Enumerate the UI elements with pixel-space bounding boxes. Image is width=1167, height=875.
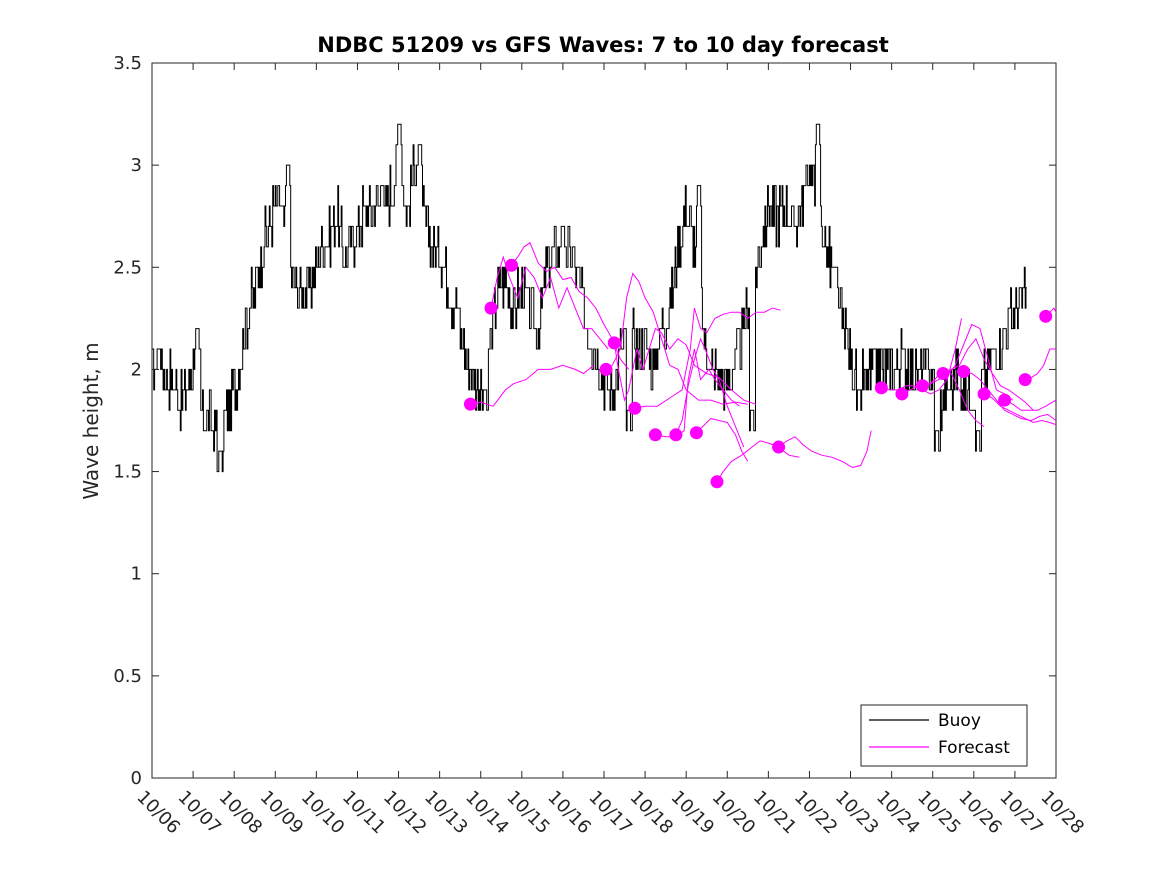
forecast-marker: [895, 387, 909, 401]
y-tick-label: 2.5: [113, 257, 142, 278]
y-axis-label: Wave height, m: [79, 342, 103, 499]
forecast-series-line: [983, 393, 1057, 426]
forecast-series-line: [511, 242, 630, 370]
forecast-series-line: [696, 417, 749, 462]
forecast-series-line: [716, 440, 800, 483]
y-tick-label: 3.5: [113, 53, 142, 74]
y-axis: 0 0.5 1 1.5 2 2.5 3 3.5: [113, 53, 1056, 789]
y-tick-label: 0.5: [113, 666, 142, 687]
forecast-series-line: [942, 337, 1034, 411]
legend-forecast-label: Forecast: [938, 738, 1010, 758]
forecast-series-line: [634, 307, 781, 409]
forecast-marker: [915, 379, 929, 393]
forecast-marker: [628, 401, 642, 415]
forecast-series-line: [675, 337, 745, 448]
forecast-marker: [772, 440, 786, 454]
forecast-marker: [607, 336, 621, 350]
legend: Buoy Forecast: [860, 704, 1028, 767]
forecast-series-line: [605, 272, 748, 405]
forecast-marker: [1039, 309, 1053, 323]
y-tick-label: 1.5: [113, 462, 142, 483]
plot-area: [151, 62, 1057, 779]
forecast-marker: [599, 362, 613, 376]
forecast-marker: [689, 426, 703, 440]
forecast-marker: [648, 428, 662, 442]
forecast-marker: [936, 367, 950, 381]
forecast-series-line: [963, 371, 1057, 422]
forecast-marker: [998, 393, 1012, 407]
forecast-marker: [463, 397, 477, 411]
y-tick-label: 1: [131, 564, 142, 585]
forecast-marker: [505, 258, 519, 272]
forecast-marker: [710, 475, 724, 489]
forecast-series-line: [470, 364, 595, 407]
y-tick-label: 0: [131, 768, 142, 789]
forecast-series-line: [1004, 399, 1057, 411]
forecast-series-line: [922, 323, 1014, 401]
y-tick-label: 3: [131, 155, 142, 176]
forecast-marker: [977, 387, 991, 401]
forecast-marker: [484, 301, 498, 315]
forecast-marker: [874, 381, 888, 395]
legend-buoy-label: Buoy: [938, 711, 981, 731]
legend-box: [860, 704, 1028, 767]
forecast-series-line: [613, 327, 757, 405]
chart-title: NDBC 51209 vs GFS Waves: 7 to 10 day for…: [317, 33, 888, 57]
y-tick-label: 2: [131, 359, 142, 380]
forecast-marker: [669, 428, 683, 442]
forecast-marker: [1018, 373, 1032, 387]
forecast-marker: [957, 364, 971, 378]
forecast-series-line: [778, 430, 872, 469]
